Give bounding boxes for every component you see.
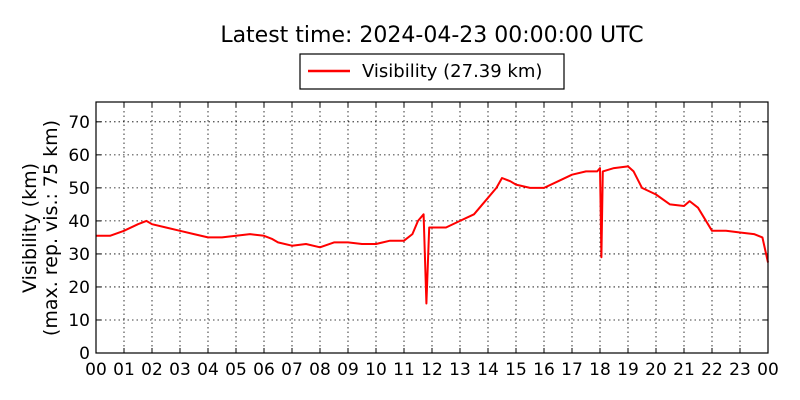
- y-tick-label: 60: [68, 146, 90, 166]
- y-axis-ticks: 0 10 20 30 40 50 60 70: [68, 113, 768, 364]
- x-tick-label: 14: [477, 360, 499, 380]
- x-tick-label: 08: [309, 360, 331, 380]
- y-tick-label: 30: [68, 245, 90, 265]
- y-axis-label-line2: (max. rep. vis.: 75 km): [40, 120, 62, 336]
- x-tick-label: 10: [365, 360, 387, 380]
- y-tick-label: 70: [68, 113, 90, 133]
- x-tick-label: 03: [169, 360, 191, 380]
- y-tick-label: 20: [68, 278, 90, 298]
- series-layer: [96, 165, 769, 305]
- x-tick-label: 18: [589, 360, 611, 380]
- x-tick-label: 11: [393, 360, 415, 380]
- x-tick-label: 17: [561, 360, 583, 380]
- x-tick-label: 22: [701, 360, 723, 380]
- x-tick-label: 00: [757, 360, 779, 380]
- y-tick-label: 40: [68, 212, 90, 232]
- y-tick-label: 50: [68, 179, 90, 199]
- x-tick-label: 21: [673, 360, 695, 380]
- chart-title: Latest time: 2024-04-23 00:00:00 UTC: [220, 23, 643, 48]
- legend: Visibility (27.39 km): [299, 53, 565, 90]
- series-line: [96, 165, 769, 305]
- x-tick-label: 01: [113, 360, 135, 380]
- x-tick-label: 19: [617, 360, 639, 380]
- y-tick-label: 10: [68, 311, 90, 331]
- x-axis-ticks: 00 01 02 03 04 05 06 07 08 09 10 11 12 13 14 15 16 17 18 19…: [85, 102, 779, 380]
- x-tick-label: 02: [141, 360, 163, 380]
- x-tick-label: 15: [505, 360, 527, 380]
- x-tick-label: 04: [197, 360, 219, 380]
- x-tick-label: 16: [533, 360, 555, 380]
- x-tick-label: 05: [225, 360, 247, 380]
- y-axis-label-line1: Visibility (km): [19, 163, 41, 293]
- x-tick-label: 07: [281, 360, 303, 380]
- legend-label: Visibility (27.39 km): [362, 61, 542, 82]
- x-tick-label: 23: [729, 360, 751, 380]
- plot-frame: [95, 101, 769, 354]
- x-tick-label: 20: [645, 360, 667, 380]
- x-tick-label: 13: [449, 360, 471, 380]
- y-tick-label: 0: [79, 344, 90, 364]
- x-tick-label: 00: [85, 360, 107, 380]
- x-tick-label: 09: [337, 360, 359, 380]
- x-tick-label: 12: [421, 360, 443, 380]
- x-tick-label: 06: [253, 360, 275, 380]
